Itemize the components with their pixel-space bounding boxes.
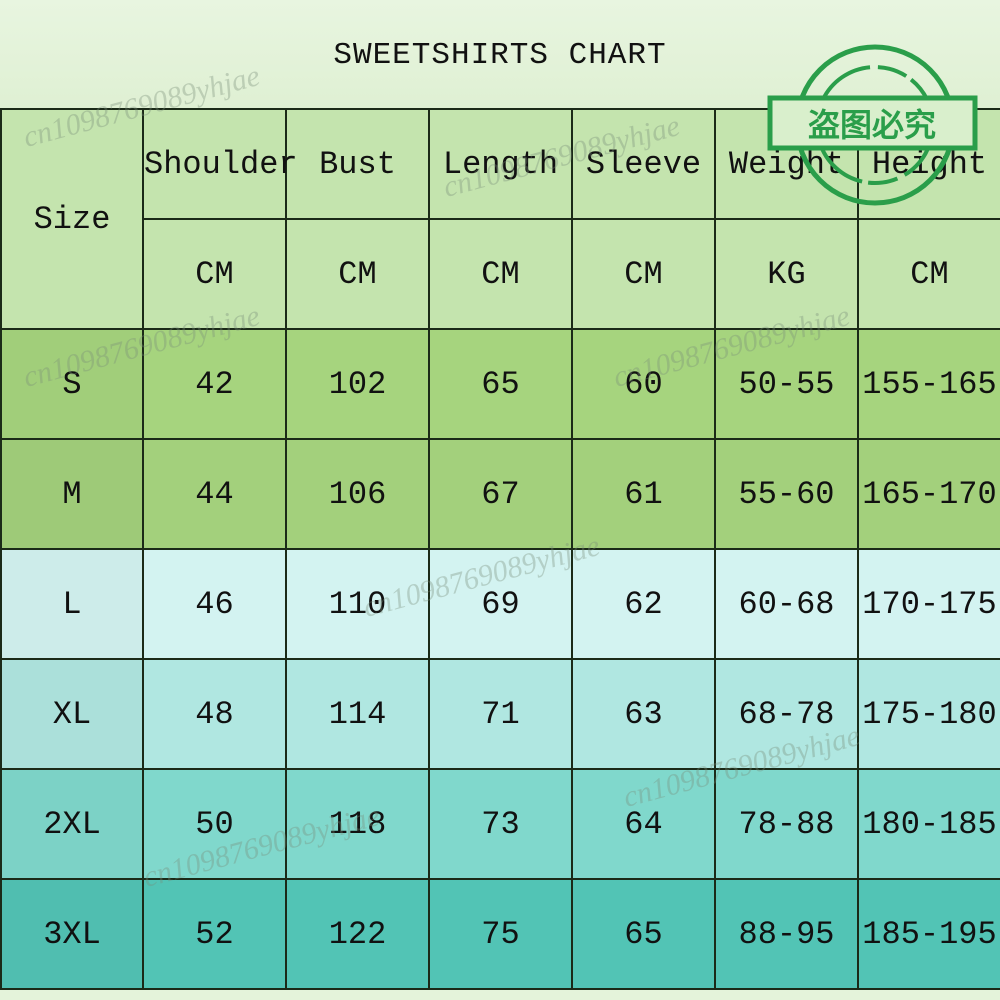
bust-cell: 110 <box>285 548 430 660</box>
weight-cell: 60-68 <box>714 548 859 660</box>
length-cell: 69 <box>428 548 573 660</box>
shoulder-cell: 46 <box>142 548 287 660</box>
weight-cell: 78-88 <box>714 768 859 880</box>
weight-cell: 88-95 <box>714 878 859 990</box>
bust-cell: 118 <box>285 768 430 880</box>
length-cell: 73 <box>428 768 573 880</box>
size-row-xl: XL 48 114 71 63 68-78 175-180 <box>0 658 1000 770</box>
shoulder-cell: 50 <box>142 768 287 880</box>
header-shoulder: Shoulder <box>142 108 298 220</box>
bust-cell: 122 <box>285 878 430 990</box>
height-cell: 170-175 <box>857 548 1000 660</box>
height-cell: 175-180 <box>857 658 1000 770</box>
unit-weight: KG <box>714 218 859 330</box>
size-row-2xl: 2XL 50 118 73 64 78-88 180-185 <box>0 768 1000 880</box>
sleeve-cell: 62 <box>571 548 716 660</box>
shoulder-cell: 44 <box>142 438 287 550</box>
length-cell: 75 <box>428 878 573 990</box>
size-chart-table: Size Shoulder Bust Length Sleeve Weight … <box>0 108 1000 990</box>
unit-length: CM <box>428 218 573 330</box>
shoulder-cell: 42 <box>142 328 287 440</box>
header-sleeve: Sleeve <box>571 108 716 220</box>
length-cell: 65 <box>428 328 573 440</box>
title-band <box>0 0 1000 108</box>
unit-height: CM <box>857 218 1000 330</box>
bust-cell: 114 <box>285 658 430 770</box>
header-bust: Bust <box>285 108 430 220</box>
header-row-units: CM CM CM CM KG CM <box>1 218 1000 330</box>
bust-cell: 102 <box>285 328 430 440</box>
size-row-s: S 42 102 65 60 50-55 155-165 <box>0 328 1000 440</box>
size-row-l: L 46 110 69 62 60-68 170-175 <box>0 548 1000 660</box>
weight-cell: 55-60 <box>714 438 859 550</box>
height-cell: 180-185 <box>857 768 1000 880</box>
sleeve-cell: 61 <box>571 438 716 550</box>
sleeve-cell: 63 <box>571 658 716 770</box>
weight-cell: 68-78 <box>714 658 859 770</box>
size-cell: 2XL <box>0 768 144 880</box>
anti-theft-stamp: 盗图必究 <box>767 44 978 206</box>
sleeve-cell: 64 <box>571 768 716 880</box>
shoulder-cell: 48 <box>142 658 287 770</box>
height-cell: 155-165 <box>857 328 1000 440</box>
size-cell: M <box>0 438 144 550</box>
stamp-text: 盗图必究 <box>808 106 936 144</box>
height-cell: 185-195 <box>857 878 1000 990</box>
length-cell: 67 <box>428 438 573 550</box>
unit-sleeve: CM <box>571 218 716 330</box>
chart-title: SWEETSHIRTS CHART <box>333 38 667 73</box>
header-length: Length <box>428 108 573 220</box>
size-row-m: M 44 106 67 61 55-60 165-170 <box>0 438 1000 550</box>
weight-cell: 50-55 <box>714 328 859 440</box>
height-cell: 165-170 <box>857 438 1000 550</box>
length-cell: 71 <box>428 658 573 770</box>
size-header: Size <box>0 108 144 330</box>
sleeve-cell: 65 <box>571 878 716 990</box>
sleeve-cell: 60 <box>571 328 716 440</box>
size-cell: L <box>0 548 144 660</box>
shoulder-cell: 52 <box>142 878 287 990</box>
unit-bust: CM <box>285 218 430 330</box>
bust-cell: 106 <box>285 438 430 550</box>
size-cell: S <box>0 328 144 440</box>
size-cell: 3XL <box>0 878 144 990</box>
size-row-3xl: 3XL 52 122 75 65 88-95 185-195 <box>0 878 1000 990</box>
unit-shoulder: CM <box>142 218 287 330</box>
size-cell: XL <box>0 658 144 770</box>
